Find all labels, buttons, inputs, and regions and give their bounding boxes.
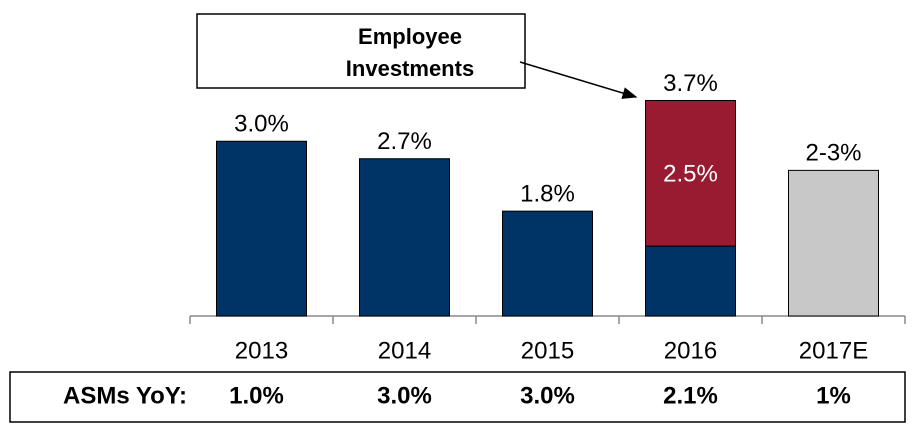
total-label: 2.7%	[377, 128, 432, 155]
table-box	[9, 371, 906, 423]
x-tick-label: 2013	[235, 337, 288, 364]
annotation-arrow	[519, 61, 638, 99]
x-tick-label: 2017E	[799, 337, 868, 364]
total-label: 1.8%	[520, 180, 575, 207]
table-cell: 3.0%	[377, 382, 432, 409]
bar	[502, 210, 593, 317]
annotation-box	[196, 13, 526, 89]
total-label: 3.7%	[663, 70, 718, 97]
table-cell: 1%	[816, 382, 851, 409]
table-header: ASMs YoY:	[63, 382, 187, 409]
bar	[788, 169, 879, 317]
bar	[645, 245, 736, 317]
annotation-text: Investments	[346, 56, 474, 81]
value-label: 2.5%	[663, 161, 718, 188]
x-tick-label: 2016	[664, 337, 717, 364]
bar	[359, 158, 450, 317]
total-label: 3.0%	[234, 111, 289, 138]
table-cell: 1.0%	[229, 382, 284, 409]
x-tick-label: 2015	[521, 337, 574, 364]
x-tick-label: 2014	[378, 337, 431, 364]
annotation-text: Employee	[358, 24, 462, 49]
bar	[645, 99, 736, 247]
total-label: 2-3%	[805, 140, 861, 167]
table-cell: 2.1%	[663, 382, 718, 409]
bar	[216, 140, 307, 317]
table-cell: 3.0%	[520, 382, 575, 409]
